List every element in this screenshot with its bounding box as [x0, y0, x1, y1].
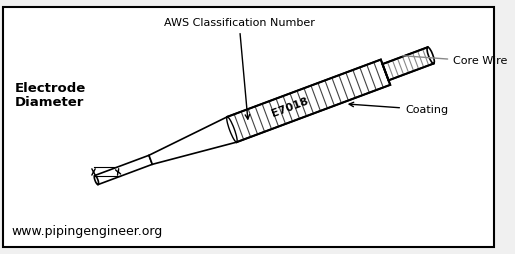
Ellipse shape: [227, 117, 237, 142]
Text: Coating: Coating: [349, 102, 448, 115]
Polygon shape: [227, 59, 390, 142]
Text: E7018: E7018: [270, 96, 310, 119]
Ellipse shape: [427, 47, 434, 64]
Polygon shape: [383, 47, 434, 80]
Text: Electrode
Diameter: Electrode Diameter: [14, 82, 85, 109]
Text: Core Wire: Core Wire: [403, 56, 508, 67]
Polygon shape: [95, 155, 152, 185]
Text: AWS Classification Number: AWS Classification Number: [164, 18, 315, 119]
Ellipse shape: [94, 176, 98, 185]
Polygon shape: [149, 117, 237, 164]
Text: www.pipingengineer.org: www.pipingengineer.org: [11, 225, 163, 238]
FancyBboxPatch shape: [3, 7, 494, 247]
